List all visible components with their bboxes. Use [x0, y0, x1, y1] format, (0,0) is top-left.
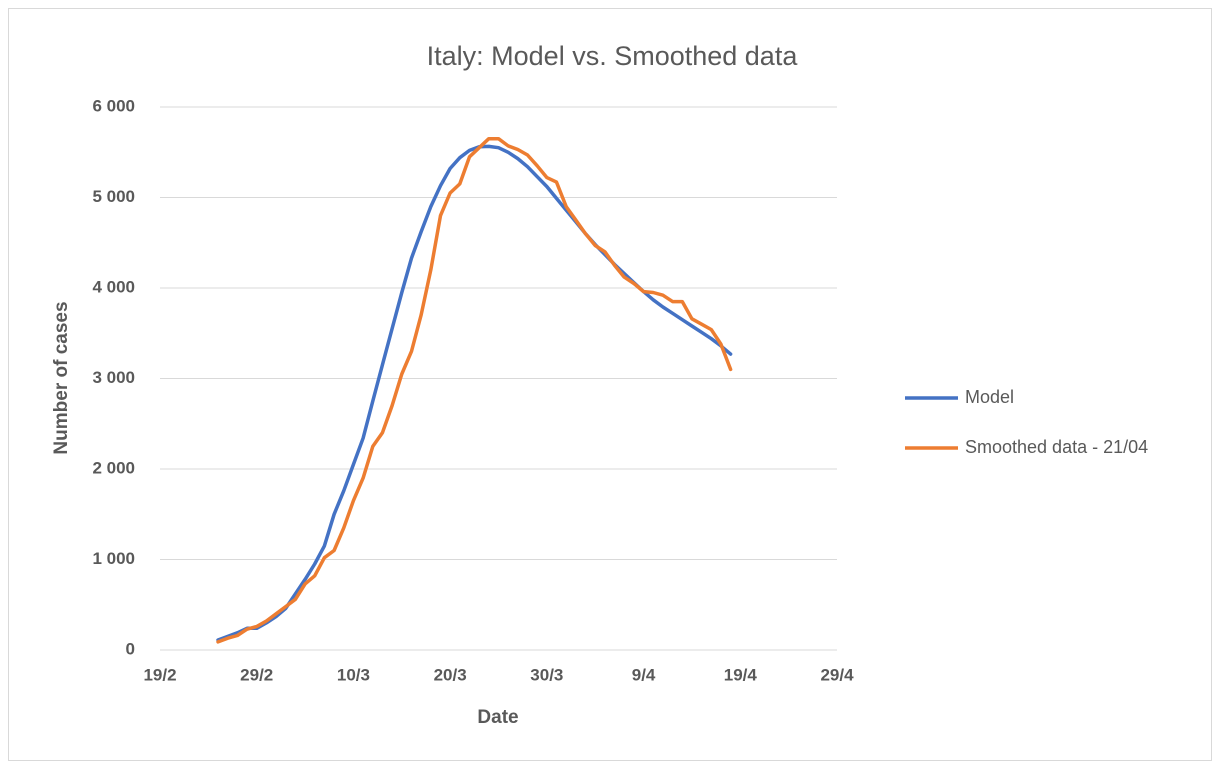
- chart-title: Italy: Model vs. Smoothed data: [427, 41, 799, 71]
- y-tick-label: 5 000: [92, 187, 135, 206]
- line-series: [216, 136, 733, 644]
- x-tick-label: 20/3: [434, 665, 467, 684]
- chart-frame: [8, 8, 1212, 761]
- y-tick-label: 0: [126, 639, 135, 658]
- y-tick-label: 1 000: [92, 549, 135, 568]
- x-tick-label: 30/3: [530, 665, 563, 684]
- x-tick-label: 10/3: [337, 665, 370, 684]
- x-tick-label: 19/2: [143, 665, 176, 684]
- y-tick-label: 4 000: [92, 277, 135, 296]
- y-tick-label: 3 000: [92, 368, 135, 387]
- legend-label: Model: [965, 387, 1014, 407]
- x-tick-label: 29/2: [240, 665, 273, 684]
- y-tick-label: 2 000: [92, 458, 135, 477]
- x-tick-label: 19/4: [724, 665, 758, 684]
- x-tick-label: 9/4: [632, 665, 656, 684]
- legend-label: Smoothed data - 21/04: [965, 437, 1148, 457]
- y-tick-label: 6 000: [92, 96, 135, 115]
- x-axis-title: Date: [477, 707, 518, 728]
- x-tick-label: 29/4: [820, 665, 854, 684]
- y-axis-title: Number of cases: [51, 301, 72, 454]
